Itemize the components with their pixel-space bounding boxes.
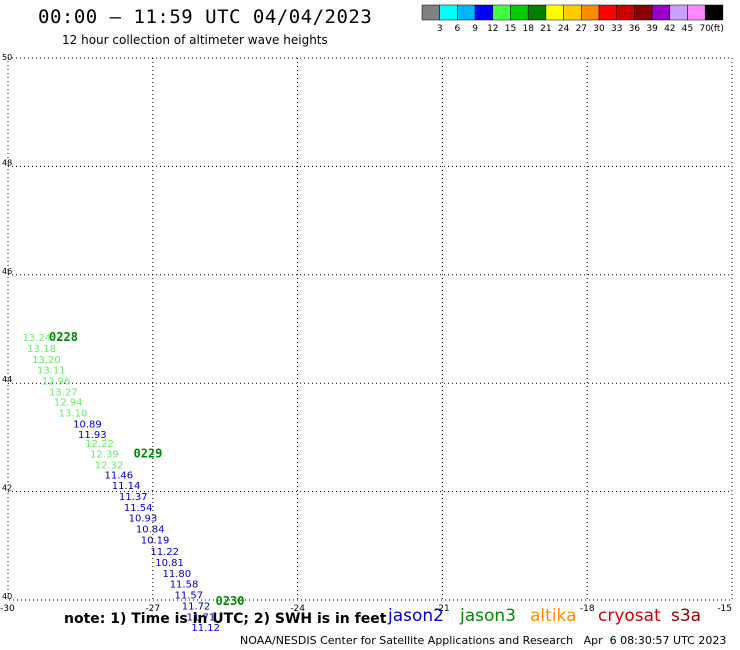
y-tick-label: 48 xyxy=(2,158,12,167)
swh-value-label: 13.27 xyxy=(49,387,78,398)
x-tick-label: -15 xyxy=(717,604,732,614)
colorbar-unit: (ft) xyxy=(710,24,724,34)
colorbar-label: 30 xyxy=(593,24,605,34)
x-tick-label: -24 xyxy=(290,604,305,614)
colorbar-label: 9 xyxy=(472,24,478,34)
colorbar-swatch xyxy=(616,4,635,21)
time-label: 0230 xyxy=(216,594,245,608)
legend-altika: altika xyxy=(530,606,577,626)
x-tick-label: -18 xyxy=(580,604,595,614)
swh-value-label: 10.89 xyxy=(73,419,102,430)
swh-value-label: 10.19 xyxy=(141,535,170,546)
swh-value-label: 13.10 xyxy=(59,408,88,419)
colorbar-label: 70 xyxy=(699,24,711,34)
colorbar-swatch xyxy=(598,4,617,21)
y-tick-label: 44 xyxy=(2,375,12,384)
y-tick-label: 40 xyxy=(2,592,12,601)
credit-footer: NOAA/NESDIS Center for Satellite Applica… xyxy=(240,634,727,647)
colorbar-swatch xyxy=(510,4,529,21)
legend-cryosat: cryosat xyxy=(598,606,661,626)
colorbar-swatch xyxy=(457,4,476,21)
colorbar-swatch xyxy=(492,4,511,21)
swh-value-label: 11.54 xyxy=(124,503,153,514)
swh-value-label: 11.93 xyxy=(78,430,107,441)
swh-value-label: 10.93 xyxy=(129,514,158,525)
colorbar-swatch xyxy=(669,4,688,21)
colorbar-label: 18 xyxy=(522,24,534,34)
plot-frame xyxy=(7,57,733,601)
colorbar-label: 45 xyxy=(682,24,693,34)
legend-s3a: s3a xyxy=(671,606,702,626)
colorbar-label: 12 xyxy=(487,24,498,34)
y-tick-label: 50 xyxy=(2,53,12,62)
footnote: note: 1) Time is in UTC; 2) SWH is in fe… xyxy=(64,611,387,627)
swh-value-label: 12.96 xyxy=(42,376,71,387)
time-label: 0229 xyxy=(133,447,162,461)
colorbar-label: 42 xyxy=(664,24,675,34)
colorbar-swatch xyxy=(527,4,547,21)
swh-value-label: 13.24 xyxy=(22,333,51,344)
swh-value-label: 11.72 xyxy=(182,601,211,612)
colorbar-swatch xyxy=(581,4,600,21)
swh-value-label: 11.22 xyxy=(150,547,179,558)
colorbar-swatch xyxy=(545,4,564,21)
swh-value-label: 11.37 xyxy=(119,492,148,503)
swh-value-label: 12.22 xyxy=(85,439,114,450)
colorbar-swatch xyxy=(687,4,706,21)
legend-jason2: jason2 xyxy=(388,606,444,626)
swh-value-label: 11.71 xyxy=(187,612,216,623)
y-tick-label: 46 xyxy=(2,267,12,276)
swh-value-label: 11.14 xyxy=(112,481,141,492)
swh-value-label: 12.39 xyxy=(90,450,119,461)
swh-value-label: 11.57 xyxy=(175,591,204,602)
colorbar-swatch xyxy=(651,4,671,21)
colorbar-label: 33 xyxy=(611,24,622,34)
x-tick-label: -21 xyxy=(435,604,450,614)
colorbar-label: 27 xyxy=(576,24,587,34)
colorbar-swatch xyxy=(563,4,582,21)
colorbar-label: 36 xyxy=(629,24,641,34)
legend-jason3: jason3 xyxy=(460,606,516,626)
colorbar-swatch xyxy=(704,4,724,21)
y-tick-label: 42 xyxy=(2,484,12,493)
swh-value-label: 13.20 xyxy=(32,355,61,366)
colorbar-swatch xyxy=(634,4,653,21)
colorbar-label: 6 xyxy=(455,24,461,34)
swh-value-label: 11.80 xyxy=(162,569,191,580)
swh-value-label: 13.18 xyxy=(27,344,56,355)
colorbar-label: 24 xyxy=(558,24,570,34)
swh-value-label: 11.46 xyxy=(105,470,134,481)
swh-value-label: 11.12 xyxy=(191,623,220,634)
chart-title: 00:00 – 11:59 UTC 04/04/2023 xyxy=(38,6,373,28)
colorbar-swatch xyxy=(439,4,458,21)
colorbar-label: 21 xyxy=(540,24,551,34)
swh-value-label: 12.32 xyxy=(95,461,124,472)
x-tick-label: -30 xyxy=(0,604,15,614)
colorbar-label: 39 xyxy=(646,24,658,34)
time-label: 0228 xyxy=(49,330,78,344)
swh-value-label: 12.94 xyxy=(54,398,83,409)
swh-value-label: 13.11 xyxy=(37,366,66,377)
x-tick-label: -27 xyxy=(145,604,160,614)
colorbar-swatch xyxy=(474,4,494,21)
swh-value-label: 10.81 xyxy=(155,558,184,569)
swh-value-label: 11.58 xyxy=(170,580,199,591)
colorbar-label: 3 xyxy=(437,24,443,34)
chart-subtitle: 12 hour collection of altimeter wave hei… xyxy=(62,33,328,47)
colorbar-swatch xyxy=(421,4,440,21)
colorbar-label: 15 xyxy=(505,24,516,34)
swh-value-label: 10.84 xyxy=(136,524,165,535)
